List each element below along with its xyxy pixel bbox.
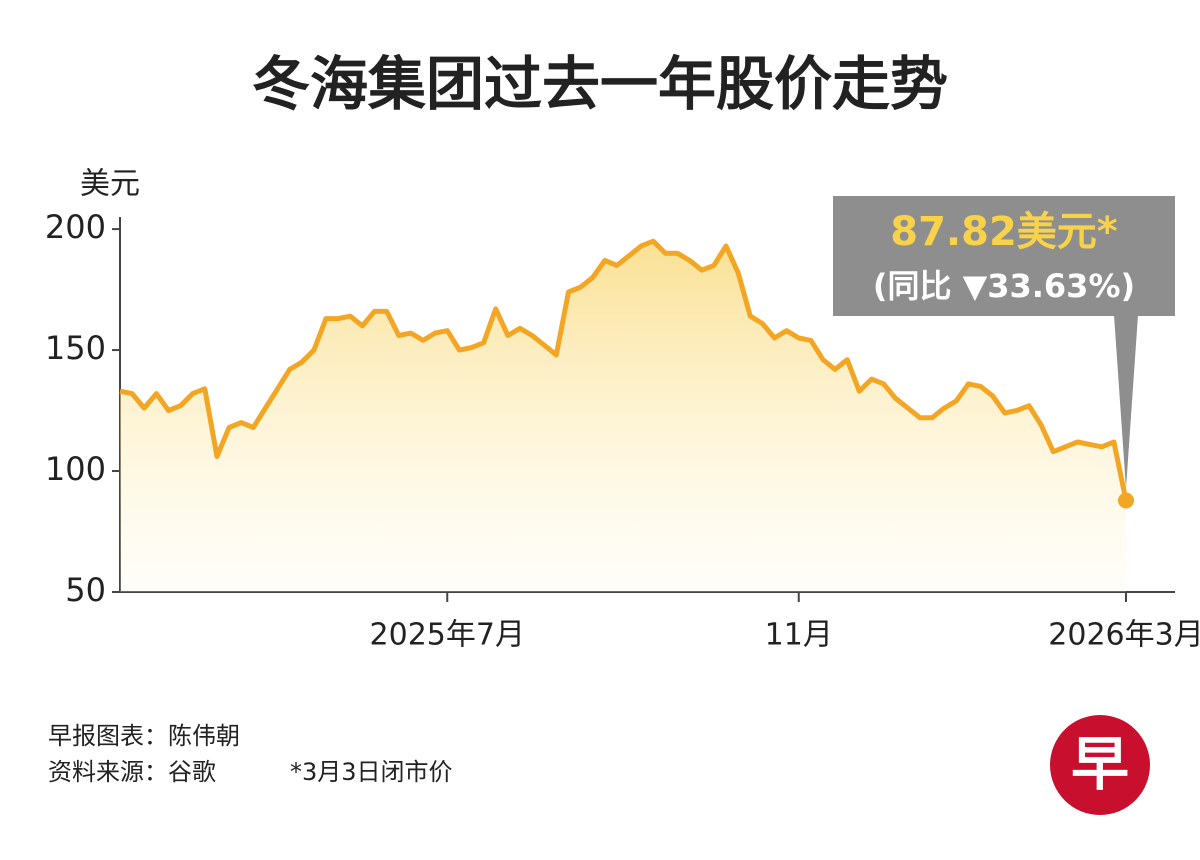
chart-title: 冬海集团过去一年股价走势 bbox=[252, 50, 948, 118]
credit: 早报图表：陈伟朝 bbox=[48, 722, 240, 750]
footnote: *3月3日闭市价 bbox=[290, 758, 453, 786]
callout-change: (同比 ▼33.63%) bbox=[873, 267, 1135, 305]
callout-price: 87.82美元* bbox=[890, 209, 1118, 255]
line bbox=[119, 238, 1129, 502]
logo: 早 bbox=[1071, 730, 1129, 798]
y-tick-label: 150 bbox=[45, 329, 106, 367]
end-point bbox=[1118, 492, 1134, 509]
x-tick-label: 2025年7月 bbox=[370, 618, 525, 653]
y-axis-label: 美元 bbox=[80, 167, 140, 202]
logo-circle bbox=[1050, 715, 1150, 815]
callout-box bbox=[833, 196, 1175, 316]
x-tick-label: 2026年3月 bbox=[1048, 618, 1200, 653]
y-tick-label: 200 bbox=[45, 208, 106, 246]
callout-pointer bbox=[1114, 315, 1138, 489]
x-tick-label: 11月 bbox=[765, 618, 833, 653]
y-tick-label: 100 bbox=[45, 450, 106, 488]
y-tick-label: 50 bbox=[65, 571, 106, 609]
area bbox=[120, 241, 1126, 592]
source: 资料来源：谷歌 bbox=[48, 758, 216, 786]
plot: 50 100 150 200 2025年7月 11月 2026年3月 87.82美元* (同比 … bbox=[45, 196, 1200, 653]
